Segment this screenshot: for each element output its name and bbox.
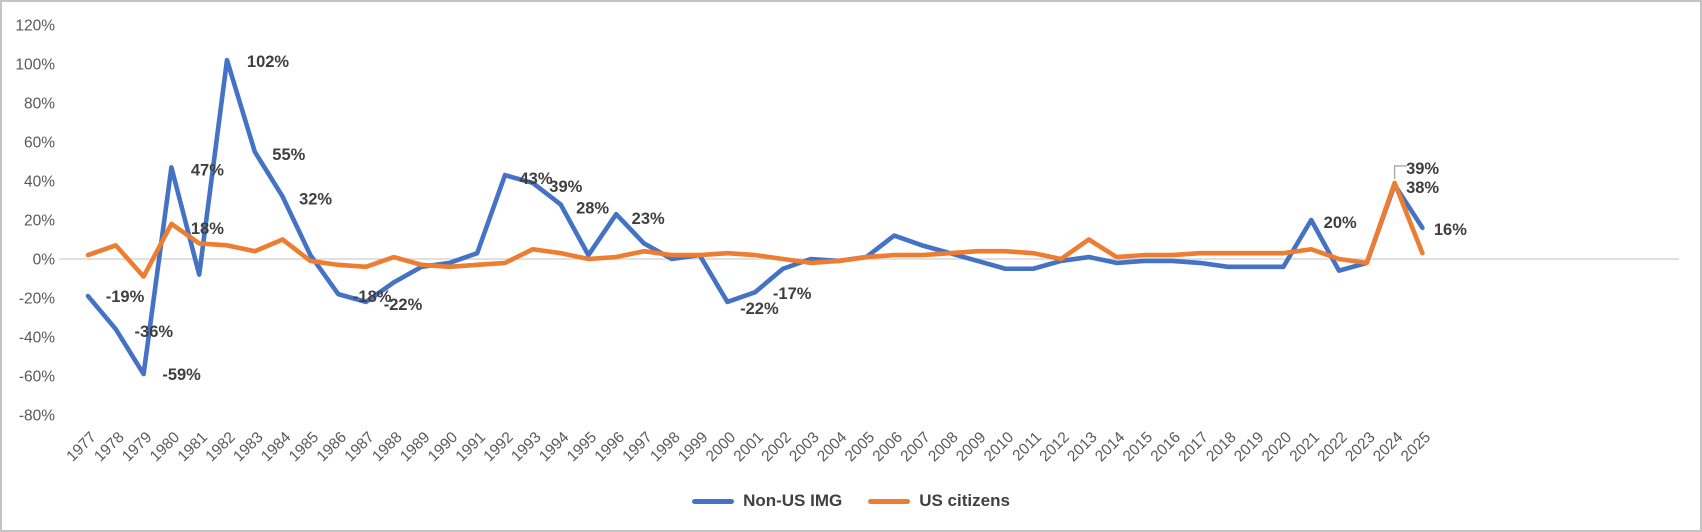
x-axis-label-1977: 1977 <box>63 429 99 465</box>
x-axis-label-1993: 1993 <box>508 429 544 465</box>
x-axis-label-1992: 1992 <box>480 429 516 465</box>
data-label-1980-us-citizens: 18% <box>191 220 224 238</box>
x-axis-label-2000: 2000 <box>703 429 740 466</box>
x-axis-label-1998: 1998 <box>647 429 683 465</box>
chart-legend: Non-US IMG US citizens <box>2 491 1700 511</box>
legend-item-us-citizens: US citizens <box>868 491 1010 511</box>
y-axis-label--40: -40% <box>19 330 55 347</box>
x-axis-label-1984: 1984 <box>258 429 295 466</box>
y-axis-label-100: 100% <box>15 57 55 74</box>
x-axis-label-2010: 2010 <box>981 429 1018 466</box>
data-label-1983-non-us-img: 55% <box>272 146 305 164</box>
data-label-1982-non-us-img: 102% <box>247 53 290 71</box>
data-label-2021-non-us-img: 20% <box>1324 214 1357 232</box>
x-axis-label-2025: 2025 <box>1398 429 1434 465</box>
x-axis-label-2006: 2006 <box>870 429 906 465</box>
x-axis-label-2011: 2011 <box>1009 429 1045 465</box>
data-label-1980-non-us-img: 47% <box>191 161 224 179</box>
x-axis-label-1982: 1982 <box>202 429 238 465</box>
x-axis-label-2008: 2008 <box>925 429 961 465</box>
x-axis-label-2014: 2014 <box>1092 429 1129 466</box>
x-axis-label-2003: 2003 <box>786 429 822 465</box>
x-axis-label-2018: 2018 <box>1203 429 1239 465</box>
x-axis-label-1987: 1987 <box>341 429 377 465</box>
x-axis-label-1990: 1990 <box>425 429 462 466</box>
x-axis-label-2022: 2022 <box>1314 429 1350 465</box>
data-label-1978-non-us-img: -36% <box>135 323 174 341</box>
data-label-1993-non-us-img: 39% <box>549 178 582 196</box>
data-label-2000-non-us-img: -22% <box>740 300 779 318</box>
legend-swatch-non-us-img <box>692 498 735 504</box>
x-axis-label-1996: 1996 <box>592 429 628 465</box>
x-axis-label-1986: 1986 <box>314 429 350 465</box>
data-label-1996-non-us-img: 23% <box>632 210 665 228</box>
series-line-us-citizens <box>85 180 1425 279</box>
x-axis-label-1985: 1985 <box>286 429 322 465</box>
y-axis-label-120: 120% <box>15 18 55 35</box>
data-label-leader-line <box>1393 165 1407 179</box>
y-axis-label-80: 80% <box>24 96 55 113</box>
x-axis-label-1999: 1999 <box>675 429 711 465</box>
x-axis-label-1981: 1981 <box>175 429 211 465</box>
data-label-2024-non-us-img: 38% <box>1406 179 1439 197</box>
x-axis-label-2012: 2012 <box>1036 429 1072 465</box>
data-label-1977-non-us-img: -19% <box>106 288 145 306</box>
data-label-1992-non-us-img: 43% <box>519 170 552 188</box>
x-axis-label-2024: 2024 <box>1370 429 1407 466</box>
x-axis-label-2005: 2005 <box>842 429 878 465</box>
y-axis-label-0: 0% <box>33 252 56 269</box>
x-axis-label-1979: 1979 <box>119 429 155 465</box>
x-axis-label-2023: 2023 <box>1342 429 1378 465</box>
data-label-1994-non-us-img: 28% <box>576 199 609 217</box>
x-axis-label-2009: 2009 <box>953 429 989 465</box>
y-axis-label-20: 20% <box>24 213 55 230</box>
legend-label-non-us-img: Non-US IMG <box>743 491 843 510</box>
data-label-2025-non-us-img: 16% <box>1434 221 1467 239</box>
x-axis-label-1978: 1978 <box>91 429 127 465</box>
x-axis-label-1997: 1997 <box>619 429 655 465</box>
data-label-1986-non-us-img: -18% <box>353 288 392 306</box>
x-axis-label-2013: 2013 <box>1064 429 1100 465</box>
legend-label-us-citizens: US citizens <box>919 491 1010 510</box>
x-axis-label-1995: 1995 <box>564 429 600 465</box>
x-axis-label-2017: 2017 <box>1175 429 1211 465</box>
x-axis-label-1989: 1989 <box>397 429 433 465</box>
y-axis-label--60: -60% <box>19 369 55 386</box>
data-label-2024-us-citizens: 39% <box>1406 160 1439 178</box>
data-label-1987-non-us-img: -22% <box>384 296 423 314</box>
x-axis-label-2004: 2004 <box>814 429 851 466</box>
y-axis-label-40: 40% <box>24 174 55 191</box>
data-label-1979-non-us-img: -59% <box>162 366 201 384</box>
x-axis-label-2007: 2007 <box>897 429 933 465</box>
y-axis-label-60: 60% <box>24 135 55 152</box>
x-axis-label-2019: 2019 <box>1231 429 1267 465</box>
data-label-2001-non-us-img: -17% <box>773 285 812 303</box>
y-axis-label--80: -80% <box>19 408 55 425</box>
x-axis-label-1988: 1988 <box>369 429 405 465</box>
legend-swatch-us-citizens <box>868 498 911 504</box>
data-label-1984-non-us-img: 32% <box>299 191 332 209</box>
x-axis-label-2020: 2020 <box>1259 429 1296 466</box>
series-line-non-us-img <box>85 57 1425 377</box>
legend-item-non-us-img: Non-US IMG <box>692 491 842 511</box>
x-axis-label-1983: 1983 <box>230 429 266 465</box>
x-axis-label-2016: 2016 <box>1148 429 1184 465</box>
x-axis-label-2002: 2002 <box>758 429 794 465</box>
x-axis-label-2021: 2021 <box>1287 429 1323 465</box>
x-axis-label-2001: 2001 <box>731 429 767 465</box>
x-axis-label-1994: 1994 <box>536 429 573 466</box>
x-axis-label-2015: 2015 <box>1120 429 1156 465</box>
x-axis-label-1980: 1980 <box>147 429 184 466</box>
x-axis-label-1991: 1991 <box>453 429 489 465</box>
y-axis-label--20: -20% <box>19 291 55 308</box>
